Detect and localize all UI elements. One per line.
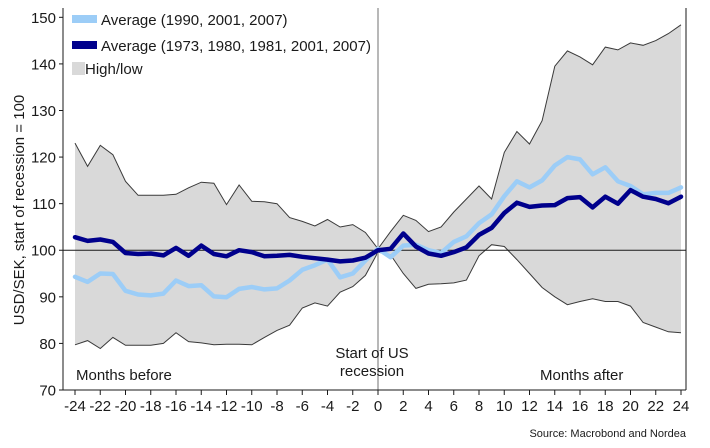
annotation-start-line1: Start of US xyxy=(335,345,408,362)
x-tick-label: -22 xyxy=(89,398,111,415)
y-tick-label: 120 xyxy=(31,150,56,167)
y-tick-label: 100 xyxy=(31,243,56,260)
y-tick-label: 80 xyxy=(39,336,56,353)
x-tick-label: 20 xyxy=(622,398,639,415)
annotation-months-before: Months before xyxy=(76,367,172,384)
annotation-start-line2: recession xyxy=(340,363,404,380)
x-tick-label: -12 xyxy=(216,398,238,415)
x-tick-label: 8 xyxy=(475,398,483,415)
x-tick-label: 2 xyxy=(399,398,407,415)
legend-label-high-low: High/low xyxy=(85,61,143,78)
series-line-avg-5 xyxy=(72,187,684,264)
y-tick-label: 130 xyxy=(31,103,56,120)
legend-label-avg-5: Average (1973, 1980, 1981, 2001, 2007) xyxy=(101,38,371,55)
y-axis-label: USD/SEK, start of recession = 100 xyxy=(11,95,28,326)
legend-swatch-avg-3 xyxy=(72,15,97,23)
legend: Average (1990, 2001, 2007) Average (1973… xyxy=(72,12,371,78)
y-tick-label: 140 xyxy=(31,56,56,73)
x-tick-label: -4 xyxy=(321,398,334,415)
x-tick-label: 10 xyxy=(496,398,513,415)
x-tick-label: -24 xyxy=(64,398,86,415)
legend-swatch-avg-5 xyxy=(72,41,97,49)
axes xyxy=(62,8,687,391)
x-tick-label: -16 xyxy=(165,398,187,415)
x-tick-label: 6 xyxy=(450,398,458,415)
x-tick-label: 4 xyxy=(424,398,432,415)
high-low-band xyxy=(75,24,681,349)
x-tick-label: 18 xyxy=(597,398,614,415)
y-tick-labels: 70 80 90 100 110 120 130 140 150 xyxy=(31,10,63,400)
y-tick-label: 110 xyxy=(32,196,56,213)
x-tick-label: -18 xyxy=(140,398,162,415)
x-tick-label: -8 xyxy=(270,398,283,415)
x-tick-label: 22 xyxy=(647,398,664,415)
series-lines xyxy=(72,154,684,300)
source-note: Source: Macrobond and Nordea xyxy=(529,428,686,440)
y-tick-label: 150 xyxy=(31,10,56,27)
x-tick-label: 24 xyxy=(673,398,690,415)
x-tick-label: 14 xyxy=(546,398,563,415)
y-tick-label: 70 xyxy=(39,383,56,400)
x-tick-label: 12 xyxy=(521,398,538,415)
x-tick-labels: -24 -22 -20 -18 -16 -14 -12 -10 -8 -6 -4 -2 0 2 4 6 8 10 1… xyxy=(64,390,689,415)
x-tick-label: -6 xyxy=(296,398,309,415)
x-tick-label: -2 xyxy=(346,398,359,415)
annotation-months-after: Months after xyxy=(540,367,623,384)
legend-swatch-high-low xyxy=(72,62,85,75)
x-tick-label: -10 xyxy=(241,398,263,415)
x-tick-label: 0 xyxy=(374,398,382,415)
legend-label-avg-3: Average (1990, 2001, 2007) xyxy=(101,12,288,29)
x-tick-label: 16 xyxy=(572,398,589,415)
x-tick-label: -20 xyxy=(115,398,137,415)
y-tick-label: 90 xyxy=(39,289,56,306)
x-tick-label: -14 xyxy=(190,398,212,415)
